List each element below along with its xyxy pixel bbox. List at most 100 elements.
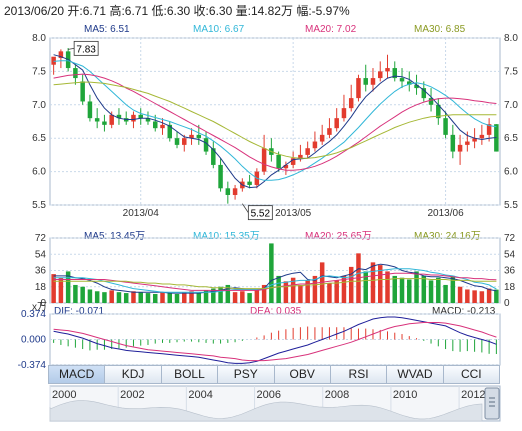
tab-wvad[interactable]: WVAD <box>387 366 444 383</box>
volume-bar <box>421 275 427 303</box>
header-change: -5.97% <box>311 4 350 18</box>
macd-y-tick-left: 0.000 <box>21 335 46 346</box>
candle-body <box>421 88 427 99</box>
candle-body <box>225 188 231 195</box>
tab-boll[interactable]: BOLL <box>162 366 219 383</box>
candle-body <box>247 181 252 185</box>
candle-body <box>319 134 325 142</box>
volume-bar <box>486 288 492 303</box>
price-ma20-line <box>53 73 497 171</box>
price-ma30-line <box>53 81 497 159</box>
candle-body <box>138 114 143 119</box>
candle-body <box>479 134 485 139</box>
candle-body <box>218 164 223 189</box>
annotation-pointer <box>68 47 75 50</box>
candle-body <box>80 81 85 102</box>
header-open-label: 开: <box>67 4 83 18</box>
volume-bar <box>51 274 56 303</box>
volume-bar <box>247 293 252 303</box>
price-y-tick-right: 5.5 <box>504 200 518 211</box>
price-y-tick-right: 8.0 <box>504 33 518 44</box>
volume-bar <box>261 284 267 303</box>
candle-body <box>363 78 368 85</box>
tab-cci[interactable]: CCI <box>460 367 482 381</box>
volume-ma5-line <box>53 263 497 294</box>
volume-ma20-legend: MA20: 25.65万 <box>305 231 372 242</box>
candle-body <box>486 124 492 135</box>
candle-body <box>414 84 419 89</box>
header-low: 6.30 <box>166 4 191 18</box>
candle-body <box>334 118 339 129</box>
timeline-year-label: 2004 <box>188 389 212 401</box>
indicator-tab-bar: MACD KDJ BOLL PSY OBV RSI WVAD CCI <box>48 365 500 384</box>
timeline-year-label: 2000 <box>52 389 76 401</box>
candle-body <box>232 188 238 195</box>
candle-body <box>51 56 56 65</box>
macd-value-legend: MACD: -0.213 <box>432 306 496 317</box>
volume-y-tick-right: 72 <box>504 233 516 244</box>
price-y-tick-right: 6.5 <box>504 133 518 144</box>
timeline-history-area <box>49 400 483 422</box>
header-low-label: 低: <box>151 4 167 18</box>
volume-bar <box>167 293 173 303</box>
price-ma10-legend: MA10: 6.67 <box>193 24 245 35</box>
candle-body <box>167 124 173 139</box>
header-close-label: 收: <box>193 4 209 18</box>
volume-y-tick-left: 36 <box>35 266 47 277</box>
volume-bar <box>312 275 318 303</box>
candle-body <box>428 98 434 105</box>
price-y-tick-left: 7.5 <box>32 66 46 77</box>
volume-y-tick-left: 18 <box>35 282 47 293</box>
volume-bar <box>116 292 122 303</box>
tab-kdj[interactable]: KDJ <box>105 366 162 383</box>
volume-bar <box>109 290 114 303</box>
volume-ma30-line <box>53 278 497 290</box>
candle-body <box>472 138 477 142</box>
volume-bar <box>370 262 376 303</box>
header-volume: 14.82万 <box>250 4 293 18</box>
volume-bar <box>348 266 354 303</box>
volume-bar <box>145 293 151 303</box>
header-close: 6.30 <box>208 4 233 18</box>
volume-bar <box>174 293 180 303</box>
candle-body <box>116 114 122 119</box>
candle-body <box>290 158 296 165</box>
volume-bar <box>494 289 499 303</box>
price-y-tick-right: 7.0 <box>504 100 518 111</box>
candle-body <box>152 121 158 129</box>
tab-macd[interactable]: MACD <box>49 366 106 383</box>
candle-body <box>131 114 136 122</box>
volume-bar <box>160 292 165 303</box>
candle-body <box>327 128 332 135</box>
price-ma5-line <box>53 54 497 189</box>
price-y-tick-right: 6.0 <box>504 167 518 178</box>
header-high: 6.71 <box>124 4 149 18</box>
volume-bar <box>450 275 456 303</box>
volume-bar <box>123 293 129 303</box>
volume-bar <box>479 291 485 303</box>
candle-body <box>392 68 398 79</box>
tab-obv[interactable]: OBV <box>275 366 331 383</box>
candle-body <box>377 71 383 79</box>
candle-body <box>261 148 267 172</box>
volume-bar <box>131 291 136 303</box>
volume-bar <box>385 271 390 303</box>
tab-rsi[interactable]: RSI <box>331 366 388 383</box>
volume-bar <box>203 290 209 303</box>
volume-bar <box>211 288 216 303</box>
volume-bar <box>377 265 383 303</box>
volume-ma10-line <box>53 268 497 293</box>
candle-body <box>298 154 303 159</box>
timeline-year-label: 2002 <box>120 389 144 401</box>
price-y-tick-left: 6.5 <box>32 133 46 144</box>
header-volume-label: 量: <box>235 4 251 18</box>
candle-body <box>407 81 412 85</box>
price-y-tick-left: 7.0 <box>32 100 46 111</box>
tab-psy[interactable]: PSY <box>218 366 275 383</box>
timeline-year-label: 2006 <box>257 389 281 401</box>
candle-body <box>436 104 441 119</box>
volume-bar <box>189 291 194 303</box>
volume-bar <box>428 280 434 303</box>
candle-body <box>283 164 289 169</box>
candle-body <box>341 108 347 119</box>
